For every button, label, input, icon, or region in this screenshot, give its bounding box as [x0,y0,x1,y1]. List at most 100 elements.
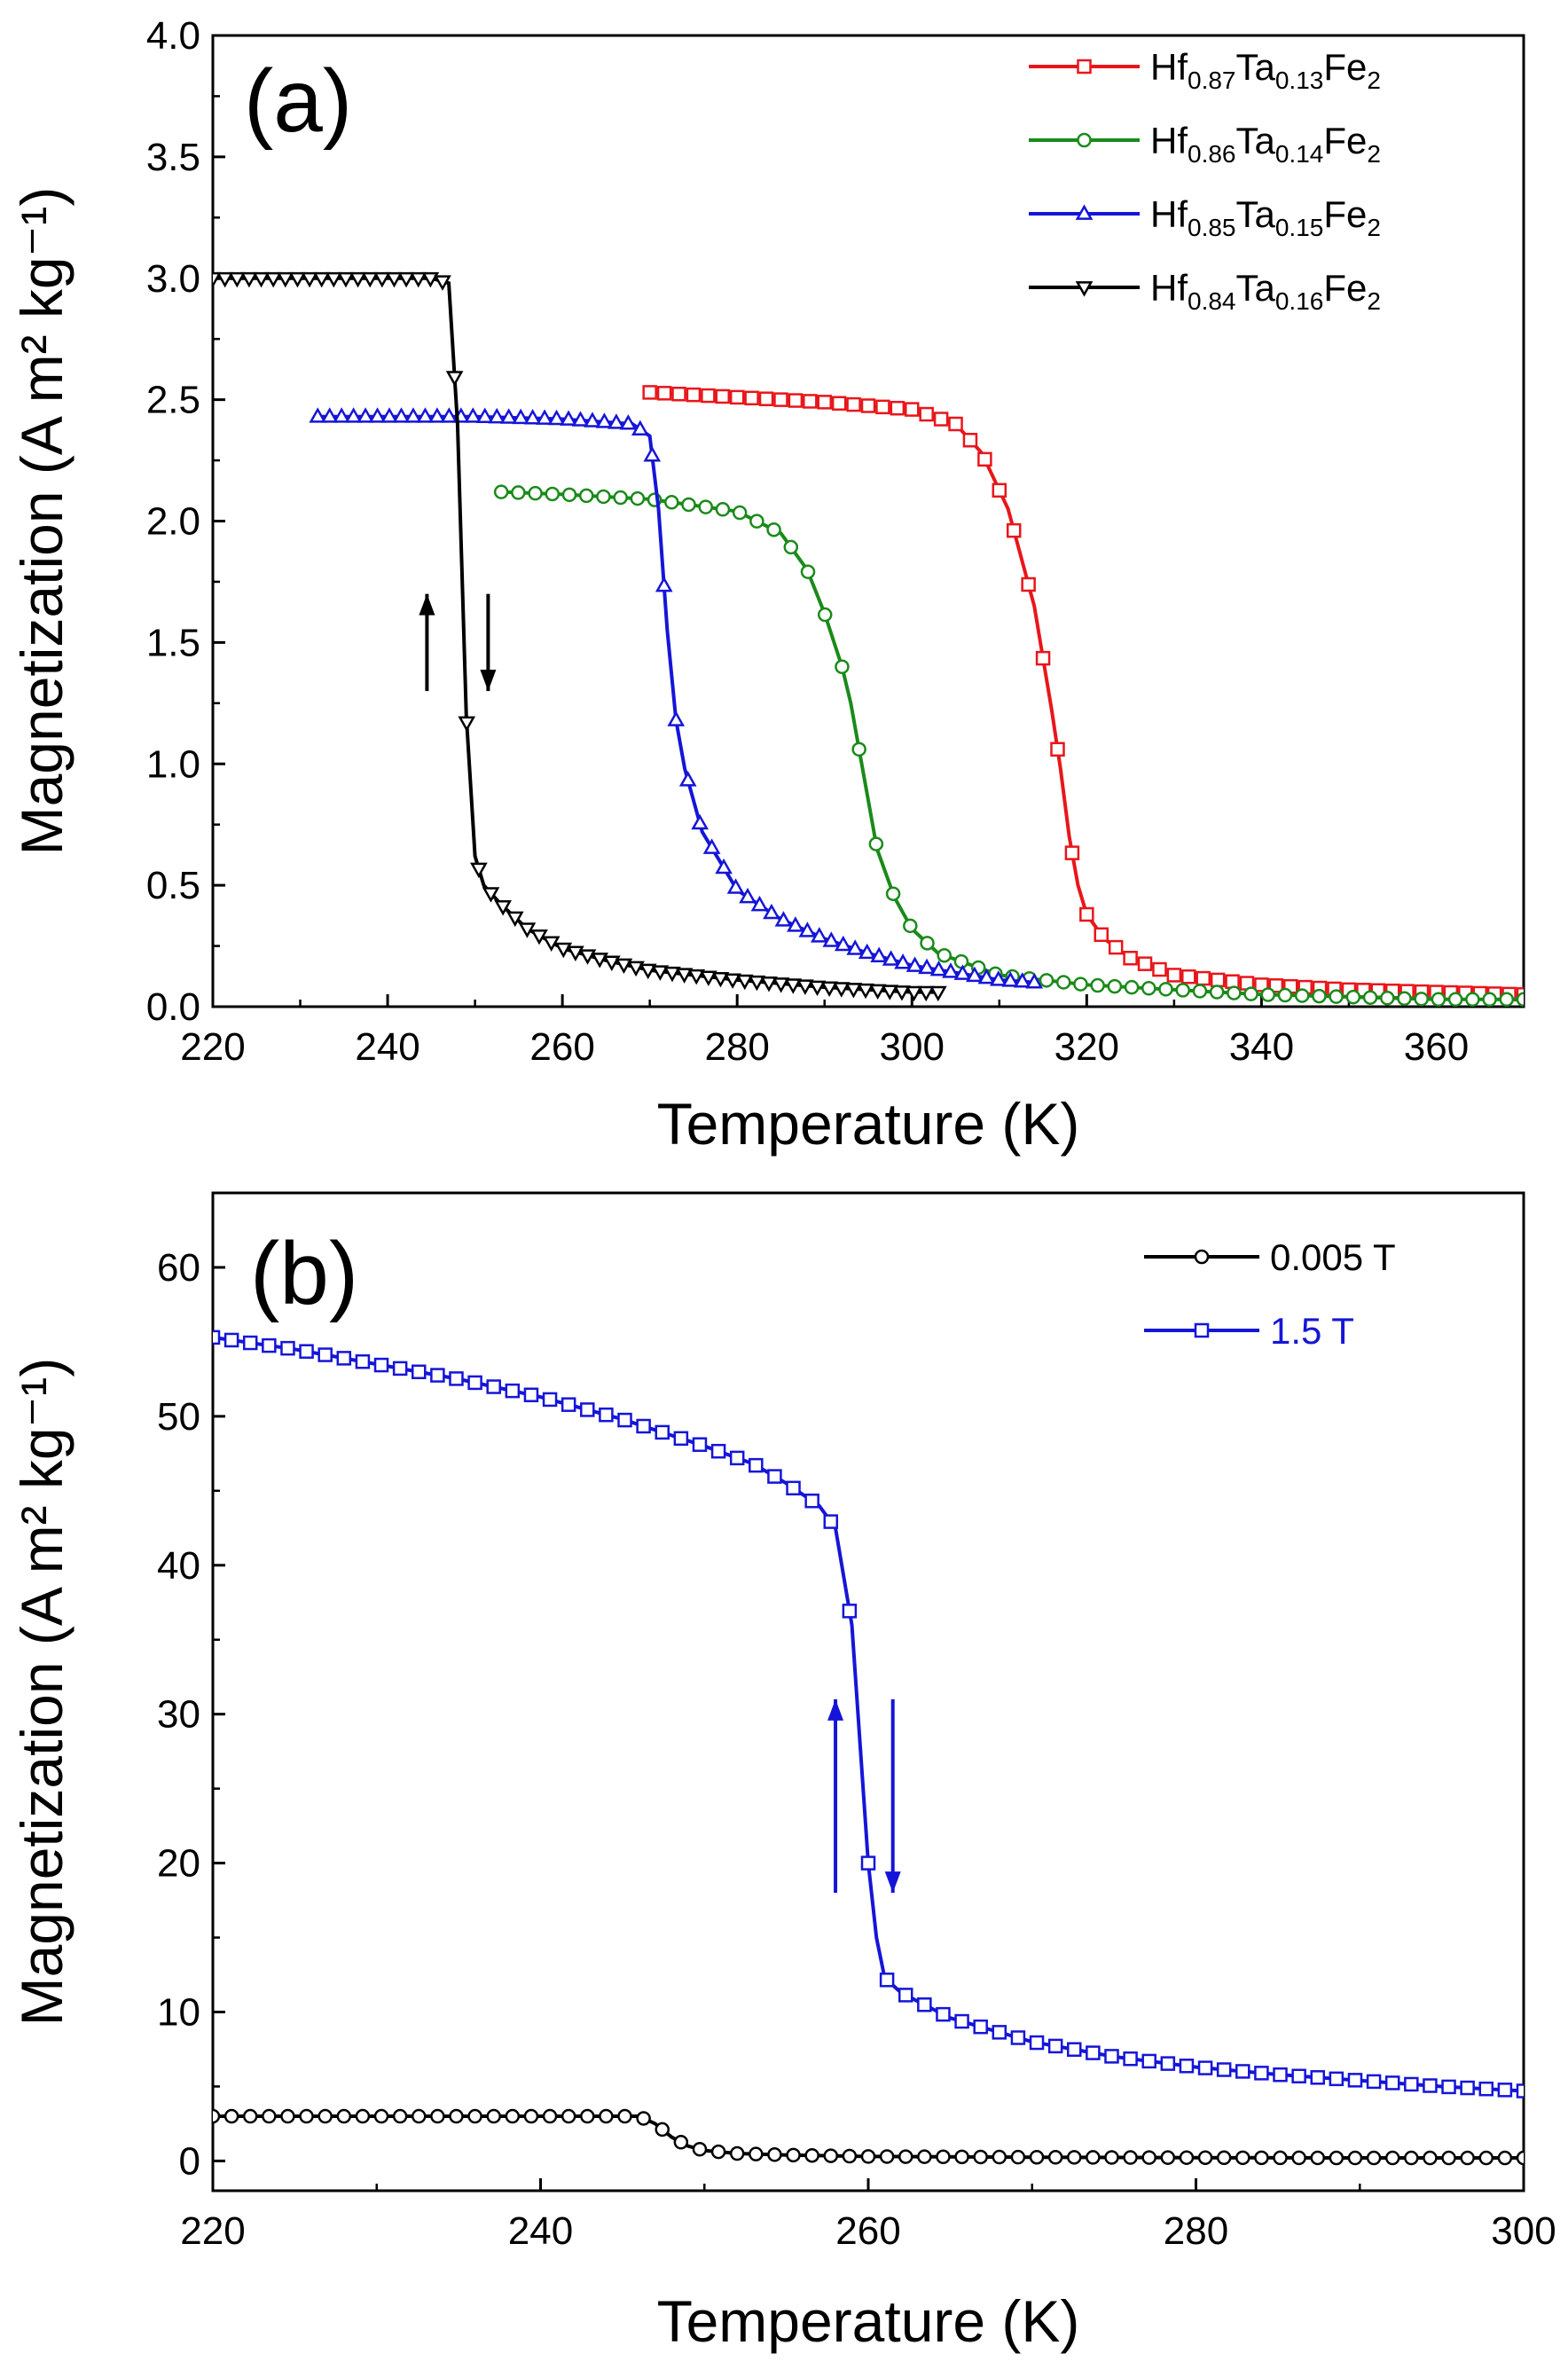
data-point [767,2147,782,2162]
data-point [953,953,969,969]
data-point [905,985,923,1002]
data-point [599,1407,614,1423]
data-point [1362,990,1378,1005]
data-point [937,947,952,963]
data-point [325,271,343,288]
data-point [796,979,814,995]
y-tick-label: 3.0 [146,257,200,301]
data-point [1254,2150,1269,2166]
legend-subscript: 0.13 [1275,67,1324,94]
data-point [336,2108,352,2124]
y-tick-label: 1.5 [146,621,200,664]
data-point [561,2108,576,2124]
data-point [397,271,415,288]
data-point [1441,2079,1456,2095]
data-point [523,409,542,425]
data-point [875,399,890,415]
data-point [643,445,662,462]
data-point [1291,2150,1306,2166]
data-point [312,271,331,288]
data-point [651,965,670,981]
data-point [213,2108,221,2124]
data-point [1499,992,1515,1007]
y-axis-title: Magnetization (A m² kg⁻¹) [9,1358,74,2027]
data-point [1094,927,1109,943]
data-point [430,1368,445,1383]
data-point [430,2108,445,2124]
data-point [1179,2150,1195,2165]
legend-label: Hf0.84Ta0.16Fe2 [1150,267,1381,315]
data-point [882,950,900,966]
legend-subscript: 0.84 [1188,287,1236,315]
plot-frame [211,34,1525,1008]
data-point [817,607,833,623]
data-point [1086,2045,1101,2060]
data-layer [213,1330,1524,2166]
data-point [617,2108,632,2124]
data-point [772,977,790,993]
data-point [373,2108,389,2124]
data-point [992,2025,1007,2040]
data-point [333,407,351,423]
data-point [726,878,745,894]
data-point [834,935,852,952]
data-point [698,499,713,514]
y-tick-label: 2.5 [146,379,200,422]
data-point [748,975,766,992]
data-point [1329,2071,1345,2087]
data-point [1047,2150,1063,2165]
data-point [894,953,912,969]
x-tick-label: 320 [1054,1025,1119,1069]
data-point [1294,988,1310,1003]
panel-label: (a) [244,51,352,151]
data-point [567,945,584,962]
data-point [580,1402,595,1417]
data-point [804,2147,819,2163]
data-point [1123,2150,1138,2165]
y-tick-label: 2.0 [146,500,200,544]
legend-subscript: 0.16 [1275,287,1324,315]
data-point [898,1988,913,2003]
data-point [992,482,1007,498]
data-point [409,271,427,288]
data-point [973,2149,988,2165]
data-point [760,977,778,992]
data-point [687,969,706,985]
data-point [1152,961,1167,977]
x-tick-label: 240 [508,2209,573,2253]
y-tick-label: 0.5 [146,864,200,907]
data-point [554,942,573,959]
series-3 [213,271,947,1002]
data-point [470,862,488,879]
arrow-down-head [480,670,497,692]
data-point [868,984,887,1000]
data-point [763,903,780,920]
data-point [216,271,234,288]
data-point [613,490,628,506]
data-point [691,813,709,830]
data-point [276,271,294,288]
data-point [280,2108,295,2124]
legend-label: Hf0.85Ta0.15Fe2 [1150,193,1381,241]
data-point [1010,2030,1026,2045]
data-point [977,451,992,467]
x-tick-label: 300 [1491,2209,1556,2253]
data-point [1192,984,1208,999]
data-point [318,1347,333,1362]
panel-b: 220 240 260 280 300 0 10 20 30 40 50 60 Temperature … [9,1191,1556,2354]
data-point [953,964,972,980]
data-point [692,2141,708,2157]
data-point [591,953,609,969]
data-point [744,390,759,406]
data-point [1460,2150,1475,2166]
data-point [1404,2150,1419,2166]
data-point [673,1431,689,1447]
data-point [547,409,566,426]
data-point [434,275,451,291]
data-point [966,966,984,983]
data-point [392,2108,408,2124]
data-point [832,982,851,998]
data-point [1254,2066,1269,2081]
data-point [1277,987,1293,1003]
